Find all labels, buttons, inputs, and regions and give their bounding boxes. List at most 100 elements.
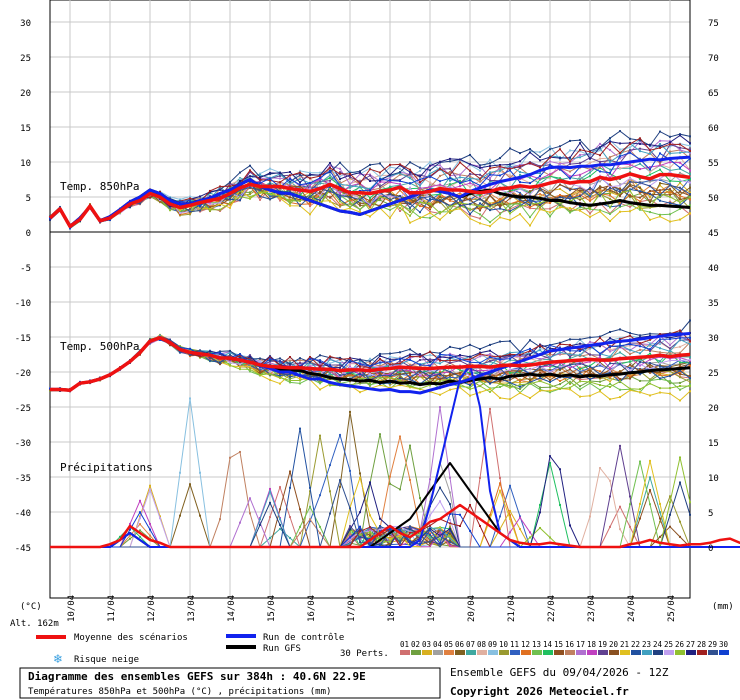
pert-27-t500-point [249,355,251,358]
pert-13-t850-point [529,216,531,219]
pert-19-t500-point [579,347,581,350]
pert-13-precip-point [429,535,431,538]
pert-17-t850-point [279,177,281,180]
pert-25-t500-point [629,369,631,372]
pert-10-t850-point [449,211,451,214]
pert-30-t850-point [649,168,651,171]
pert-14-precip-point [549,461,551,464]
pert-17-t850-point [319,178,321,181]
pert-22-t850-point [649,192,651,195]
pert-29-t850-point [429,195,431,198]
pert-03-t850-point [559,187,561,190]
pert-24-t500-point [319,354,321,357]
pert-16-precip-point [249,512,251,515]
pert-17-t500-point [479,355,481,358]
pert-30-t850-point [309,181,311,184]
pert-01-precip-point [619,505,621,508]
pert-12-t500-point [599,370,601,373]
pert-13-t850-point [469,207,471,210]
pert-17-t850-point [609,148,611,151]
pert-30-t500-point [449,354,451,357]
pert-26-precip-point [359,533,361,536]
pert-24-t500-point [569,338,571,341]
pert-25-t850-point [179,211,181,214]
pert-13-t500-point [319,382,321,385]
pert-24-t500-point [439,352,441,355]
pert-13-t850-point [439,210,441,213]
pert-26-precip-point [679,456,681,459]
pert-26-t500-point [499,382,501,385]
pert-21-t850-point [449,209,451,212]
pert-07-t850-point [349,186,351,189]
pert-15-t850-point [349,194,351,197]
pert-23-t850-point [289,182,291,185]
pert-06-t500-point [429,371,431,374]
pert-28-t500-point [429,350,431,353]
pert-27-t500-point [489,349,491,352]
pert-26-t500-point [629,387,631,390]
pert-04-t500-point [559,363,561,366]
right-tick-label: 40 [708,264,719,274]
pert-30-t500-point [459,358,461,361]
pert-11-t500-point [599,364,601,367]
pert-13-precip-point [319,525,321,528]
pert-legend-number: 08 [477,640,487,649]
pert-11-t850-point [269,195,271,198]
pert-05-t850-point [639,192,641,195]
pert-legend-swatch [675,650,685,655]
pert-22-t850-point [329,186,331,189]
pert-27-t850-point [479,166,481,169]
pert-22-t500-point [509,381,511,384]
pert-22-t850-point [619,204,621,207]
pert-legend-number: 07 [466,640,475,649]
pert-28-precip-point [469,504,471,507]
pert-22-t500-point [609,371,611,374]
pert-26-t850-point [329,188,331,191]
pert-legend-number: 10 [499,640,509,649]
pert-21-t500-point [269,378,271,381]
pert-24-t850-point [449,160,451,163]
pert-16-t500-point [369,362,371,365]
right-tick-label: 60 [708,124,719,134]
pert-20-t500-point [589,372,591,375]
pert-12-t500-point [609,376,611,379]
pert-01-t850-point [689,213,691,216]
pert-29-t850-point [259,189,261,192]
pert-26-t500-point [469,388,471,391]
pert-30-t500-point [349,359,351,362]
pert-26-t850-point [489,205,491,208]
pert-28-t850-point [299,171,301,174]
pert-28-t850-point [579,148,581,151]
pert-18-t850-point [459,185,461,188]
pert-07-t500-point [329,372,331,375]
pert-26-t850-point [609,206,611,209]
pert-25-t850-point [619,184,621,187]
pert-28-t850-point [469,169,471,172]
pert-19-precip-point [609,495,611,498]
pert-09-t500-point [429,354,431,357]
pert-10-precip-point [309,490,311,493]
pert-03-t850-point [689,191,691,194]
pert-11-t500-point [489,378,491,381]
pert-11-t850-point [659,178,661,181]
pert-20-t500-point [569,368,571,371]
pert-28-t850-point [549,156,551,159]
pert-20-t850-point [279,187,281,190]
pert-26-t850-point [409,214,411,217]
right-tick-label: 20 [708,404,719,414]
pert-06-t850-point [609,189,611,192]
pert-22-precip-point [289,486,291,489]
pert-22-t850-point [629,188,631,191]
pert-21-t500-point [359,391,361,394]
pert-24-precip-point [359,528,361,531]
pert-09-t500-point [299,363,301,366]
pert-26-t850-point [269,193,271,196]
pert-27-t850-point [349,174,351,177]
pert-12-t500-point [459,373,461,376]
pert-15-precip-point [369,534,371,537]
pert-21-t500-point [379,384,381,387]
pert-26-t850-point [339,200,341,203]
pert-28-t500-point [639,342,641,345]
pert-11-precip-point [519,515,521,518]
pert-15-t850-point [579,186,581,189]
